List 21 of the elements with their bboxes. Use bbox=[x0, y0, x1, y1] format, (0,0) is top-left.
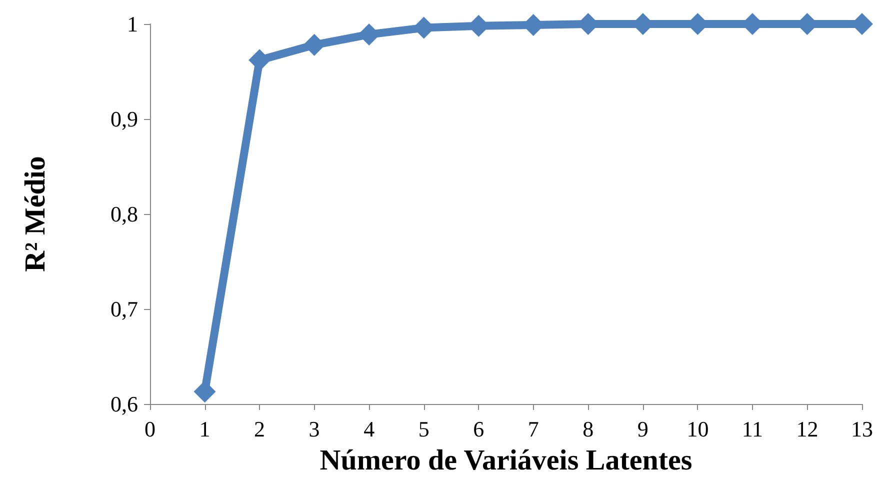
x-tick-label: 10 bbox=[686, 416, 709, 442]
x-tick-label: 9 bbox=[637, 416, 648, 442]
x-tick-label: 1 bbox=[199, 416, 210, 442]
x-tick-label: 12 bbox=[796, 416, 818, 442]
y-tick-label: 0,9 bbox=[110, 106, 138, 132]
x-tick-label: 6 bbox=[473, 416, 484, 442]
y-tick-label: 0,7 bbox=[110, 296, 138, 322]
x-tick-label: 13 bbox=[851, 416, 873, 442]
x-axis-title: Número de Variáveis Latentes bbox=[320, 444, 692, 476]
x-tick-label: 5 bbox=[418, 416, 430, 442]
y-tick-label: 0,8 bbox=[110, 202, 138, 226]
x-tick-label: 0 bbox=[144, 416, 156, 442]
x-tick-label: 11 bbox=[742, 416, 764, 442]
y-tick-label: 1 bbox=[127, 12, 138, 36]
y-tick-label: 0,6 bbox=[110, 392, 138, 416]
x-tick-label: 3 bbox=[308, 416, 320, 442]
y-axis-title: R² Médio bbox=[20, 156, 52, 272]
x-tick-label: 4 bbox=[364, 416, 375, 442]
x-tick-label: 7 bbox=[528, 416, 539, 442]
x-tick-label: 2 bbox=[254, 416, 266, 442]
x-tick-label: 8 bbox=[582, 416, 594, 442]
